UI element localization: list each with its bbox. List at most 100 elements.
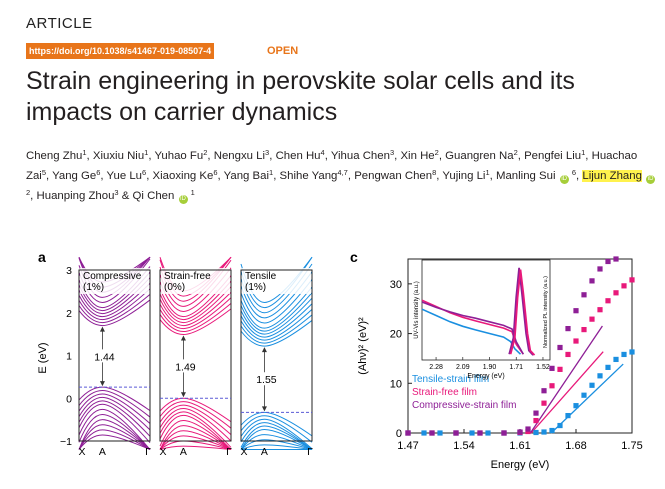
affiliation-marker: 1 bbox=[269, 168, 274, 177]
inset-x-tick-label: 1.90 bbox=[483, 364, 497, 371]
valence-band bbox=[78, 400, 151, 437]
author-name[interactable]: Nengxu Li bbox=[213, 150, 266, 162]
data-point bbox=[533, 417, 539, 424]
y-tick-label: 20 bbox=[390, 329, 402, 341]
author-separator: , bbox=[30, 190, 37, 202]
data-point bbox=[629, 277, 635, 283]
data-point bbox=[621, 283, 627, 289]
gap-label-backdrop bbox=[90, 349, 115, 363]
author-name[interactable]: Huachao Zai bbox=[26, 150, 638, 182]
valence-band bbox=[240, 418, 313, 450]
author-name[interactable]: Yihua Chen bbox=[330, 150, 390, 162]
affiliation-marker: 6 bbox=[96, 168, 101, 177]
author-name[interactable]: Xiaoxing Ke bbox=[152, 170, 214, 182]
author-name[interactable]: Yang Ge bbox=[52, 170, 97, 182]
valence-band bbox=[159, 419, 232, 450]
data-point bbox=[421, 430, 427, 436]
legend-entry: Strain-free film bbox=[412, 387, 477, 398]
affiliation-marker: 2 bbox=[513, 148, 518, 157]
legend-entry: Tensile-strain film bbox=[412, 374, 489, 385]
author-name[interactable]: Guangren Na bbox=[445, 150, 514, 162]
valence-band bbox=[159, 408, 232, 442]
inset-x-tick-label: 1.71 bbox=[509, 364, 523, 371]
orcid-icon[interactable]: iD bbox=[178, 195, 188, 204]
conduction-band bbox=[240, 292, 313, 332]
gap-arrow-head bbox=[261, 347, 267, 353]
x-tick-label: X bbox=[159, 446, 166, 458]
gap-arrow-head bbox=[180, 392, 186, 398]
data-point bbox=[597, 307, 603, 313]
panel-frame bbox=[159, 269, 232, 442]
author-name[interactable]: Xiuxiu Niu bbox=[92, 150, 145, 162]
author-name[interactable]: Huanping Zhou bbox=[36, 190, 115, 202]
data-point bbox=[573, 403, 579, 409]
author-name[interactable]: Yang Bai bbox=[223, 170, 270, 182]
data-point bbox=[405, 430, 411, 436]
x-tick-label: X bbox=[78, 446, 85, 458]
conduction-band bbox=[240, 297, 313, 335]
author-name[interactable]: Lijun Zhang bbox=[582, 170, 642, 182]
data-point bbox=[565, 351, 571, 358]
data-point bbox=[477, 430, 483, 436]
doi-link[interactable]: https://doi.org/10.1038/s41467-019-08507… bbox=[26, 43, 215, 59]
x-axis-label: Energy (eV) bbox=[491, 459, 550, 471]
y-tick-label: 0 bbox=[396, 428, 402, 440]
orcid-icon[interactable]: iD bbox=[559, 175, 569, 184]
valence-band bbox=[159, 414, 232, 450]
valence-band bbox=[159, 401, 232, 429]
conduction-band bbox=[78, 282, 151, 318]
affiliation-marker: 3 bbox=[389, 148, 395, 157]
orcid-icon[interactable]: iD bbox=[646, 175, 656, 184]
author-name[interactable]: Chen Hu bbox=[275, 150, 321, 162]
valence-band bbox=[240, 425, 313, 450]
y-axis-label: (Ahν)² (eV)² bbox=[357, 317, 369, 375]
y-tick-label: 30 bbox=[390, 279, 402, 291]
inset-pl-curve bbox=[509, 269, 536, 356]
author-name[interactable]: Qi Chen bbox=[132, 190, 175, 202]
valence-band bbox=[78, 434, 151, 451]
label-backdrop bbox=[161, 268, 230, 294]
data-point bbox=[613, 256, 619, 262]
author-name[interactable]: Manling Sui bbox=[495, 170, 556, 182]
panel-strain: (1%) bbox=[83, 282, 104, 293]
author-name[interactable]: Xin He bbox=[400, 150, 435, 162]
panel-frame bbox=[240, 269, 313, 442]
data-point bbox=[597, 266, 603, 272]
author-name[interactable]: Pengwan Chen bbox=[354, 170, 433, 182]
author-separator: , bbox=[438, 150, 446, 162]
valence-band bbox=[78, 429, 151, 450]
author-name[interactable]: Yujing Li bbox=[442, 170, 486, 182]
affiliation-marker: 5 bbox=[41, 168, 46, 177]
author-separator: , bbox=[100, 170, 107, 182]
gap-label: 1.55 bbox=[256, 374, 277, 386]
gap-arrow-head bbox=[261, 406, 267, 412]
author-name[interactable]: Shihe Yang bbox=[279, 170, 338, 182]
valence-band bbox=[240, 415, 313, 443]
author-separator: , bbox=[436, 170, 443, 182]
author-separator: , bbox=[347, 170, 355, 182]
data-point bbox=[581, 292, 587, 298]
author-separator: & bbox=[118, 190, 133, 202]
panel-strain: (1%) bbox=[245, 282, 266, 293]
gap-label: 1.49 bbox=[175, 361, 196, 373]
author-name[interactable]: Cheng Zhu bbox=[26, 150, 83, 162]
x-tick-label: 1.54 bbox=[453, 440, 474, 452]
y-tick-label: −1 bbox=[60, 436, 72, 448]
valence-band bbox=[78, 386, 151, 412]
x-tick-label: 1.68 bbox=[565, 440, 586, 452]
label-backdrop bbox=[242, 268, 311, 294]
valence-band bbox=[159, 411, 232, 448]
data-point bbox=[621, 351, 627, 358]
x-tick-label: A bbox=[99, 446, 106, 458]
inset-y-axis-label-left: UV-Vis intensity (a.u.) bbox=[414, 281, 420, 339]
conduction-band bbox=[78, 277, 151, 315]
affiliation-marker: 1 bbox=[190, 188, 195, 197]
conduction-band bbox=[240, 320, 313, 347]
y-tick-label: 3 bbox=[66, 265, 72, 277]
author-name[interactable]: Yuhao Fu bbox=[154, 150, 204, 162]
x-tick-label: 1.75 bbox=[621, 440, 642, 452]
affiliation-marker: 2 bbox=[26, 188, 31, 197]
author-name[interactable]: Pengfei Liu bbox=[524, 150, 582, 162]
data-point bbox=[525, 426, 531, 432]
author-name[interactable]: Yue Lu bbox=[106, 170, 143, 182]
